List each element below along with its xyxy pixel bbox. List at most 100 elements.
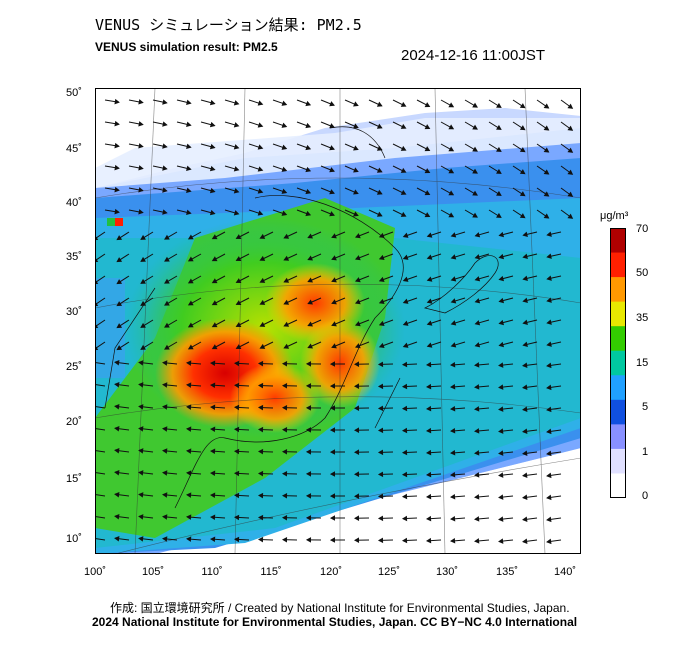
wind-arrow-head [376,101,383,107]
wind-arrow-head [546,516,552,523]
wind-arrow-head [186,448,192,454]
wind-arrow-head [450,494,456,500]
wind-arrow-head [114,491,120,498]
wind-arrow-head [426,276,433,282]
wind-arrow-head [233,122,240,128]
wind-arrow-head [450,276,457,282]
wind-arrow-head [376,145,383,151]
wind-arrow-head [116,279,123,285]
lon-label: 130˚ [435,566,459,578]
wind-arrow-head [283,321,290,327]
title-english: VENUS simulation result: PM2.5 [95,40,278,54]
wind-arrow-head [426,320,433,326]
wind-arrow-head [450,362,456,368]
wind-arrow-head [209,426,216,433]
wind-arrow-head [138,492,144,498]
wind-arrow-head [235,278,242,284]
colorbar-band [610,252,626,278]
wind-arrow-head [450,254,457,260]
wind-arrow-head [401,515,408,522]
wind-arrow-head [543,191,550,197]
colorbar-tick: 0 [642,490,649,502]
lon-label: 135˚ [495,566,519,578]
wind-arrow-head [376,189,383,195]
wind-arrow-head [546,253,552,259]
wind-arrow-head [376,167,383,173]
lat-label: 15˚ [66,473,82,485]
wind-arrow-head [209,209,216,216]
wind-arrow-head [257,492,264,499]
wind-arrow [95,538,106,541]
colorbar-band [610,399,626,425]
wind-arrow-head [522,253,528,260]
wind-arrow-head [377,361,384,368]
wind-arrow-head [186,382,192,388]
wind-arrow-head [354,233,361,239]
wind-arrow-head [305,383,312,389]
wind-arrow-head [164,256,170,262]
wind-arrow-head [186,121,192,128]
wind-arrow-head [522,516,528,522]
wind-arrow-head [522,406,528,412]
wind-arrow-head [567,125,574,131]
wind-arrow-head [187,278,194,284]
wind-arrow-head [211,344,218,350]
wind-arrow-head [519,147,526,153]
wind-arrow-head [474,472,480,478]
wind-arrow-head [496,102,502,108]
wind-arrow-head [233,536,240,543]
wind-arrow-head [546,341,552,347]
wind-arrow-head [400,145,407,151]
wind-arrow-head [424,124,431,130]
wind-arrow-head [162,536,168,542]
wind-arrow-head [546,384,552,391]
wind-arrow-head [353,383,360,389]
wind-arrow-head [401,471,408,478]
wind-arrow-head [331,277,337,283]
wind-arrow-head [187,256,194,262]
wind-arrow-head [567,147,574,153]
wind-arrow-head [138,536,144,542]
wind-arrow-head [401,383,408,390]
wind-arrow-head [209,404,216,411]
wind-arrow-head [474,298,481,304]
wind-arrow-head [329,383,336,389]
wind-arrow-head [257,210,264,216]
wind-arrow-head [209,448,216,455]
wind-arrow [95,494,106,497]
wind-arrow-head [307,321,313,327]
wind-arrow-head [353,123,359,129]
wind-arrow-head [498,472,504,478]
wind-arrow-head [140,344,146,350]
wind-arrow-head [281,166,288,172]
wind-arrow [95,450,106,453]
lat-label: 50˚ [66,87,82,99]
wind-arrow-head [257,122,264,128]
wind-arrow-head [424,212,431,218]
credit-line: 作成: 国立環境研究所 / Created by National Instit… [110,601,570,615]
wind-arrow-head [138,99,144,105]
wind-arrow-head [331,299,337,305]
wind-arrow-head [162,99,168,105]
wind-arrow-head [377,515,384,522]
wind-arrow-head [233,470,240,477]
wind-arrow-head [233,426,240,433]
colorbar-band [610,326,626,352]
wind-arrow-head [257,188,264,194]
wind-arrow-head [233,100,240,106]
wind-arrow-head [546,297,552,303]
wind-arrow-head [448,190,455,196]
wind-arrow-head [305,493,312,499]
wind-arrow-head [114,403,120,410]
wind-arrow-head [331,233,337,239]
wind-arrow-head [305,449,312,455]
wind-arrow-head [377,537,384,544]
wind-arrow-head [235,322,242,328]
wind-arrow-head [305,122,312,129]
wind-arrow-head [331,255,337,261]
wind-arrow-head [546,406,552,413]
wind-arrow-head [353,515,360,521]
wind-arrow-head [353,405,360,411]
wind-arrow-head [281,514,288,521]
wind-arrow-head [543,169,550,175]
